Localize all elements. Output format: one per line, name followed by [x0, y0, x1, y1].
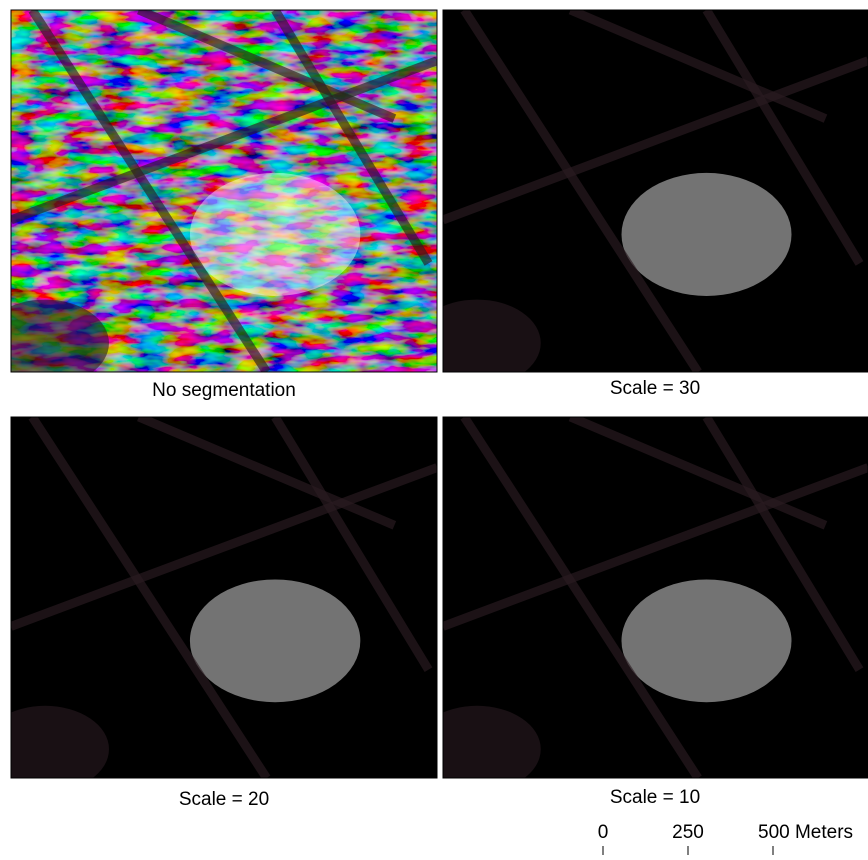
scale-label: 250: [672, 822, 704, 843]
image-panel: [413, 10, 868, 386]
figure: No segmentation Scale = 30 Scale = 20 Sc…: [0, 0, 868, 855]
bright-field: [622, 173, 792, 296]
bright-field: [622, 579, 792, 702]
bright-field: [190, 173, 360, 296]
panel-caption: Scale = 20: [179, 789, 269, 810]
scale-label: 500 Meters: [758, 822, 853, 843]
image-panel: [0, 10, 437, 386]
image-panel: [0, 417, 437, 792]
image-panel: [413, 417, 868, 792]
panel-caption: Scale = 10: [610, 787, 700, 808]
panel-caption: No segmentation: [152, 380, 296, 401]
scale-bar: 0 250 500 Meters: [598, 822, 853, 855]
panel-caption: Scale = 30: [610, 378, 700, 399]
scale-label: 0: [598, 822, 609, 843]
panels: [0, 10, 868, 792]
bright-field: [190, 579, 360, 702]
